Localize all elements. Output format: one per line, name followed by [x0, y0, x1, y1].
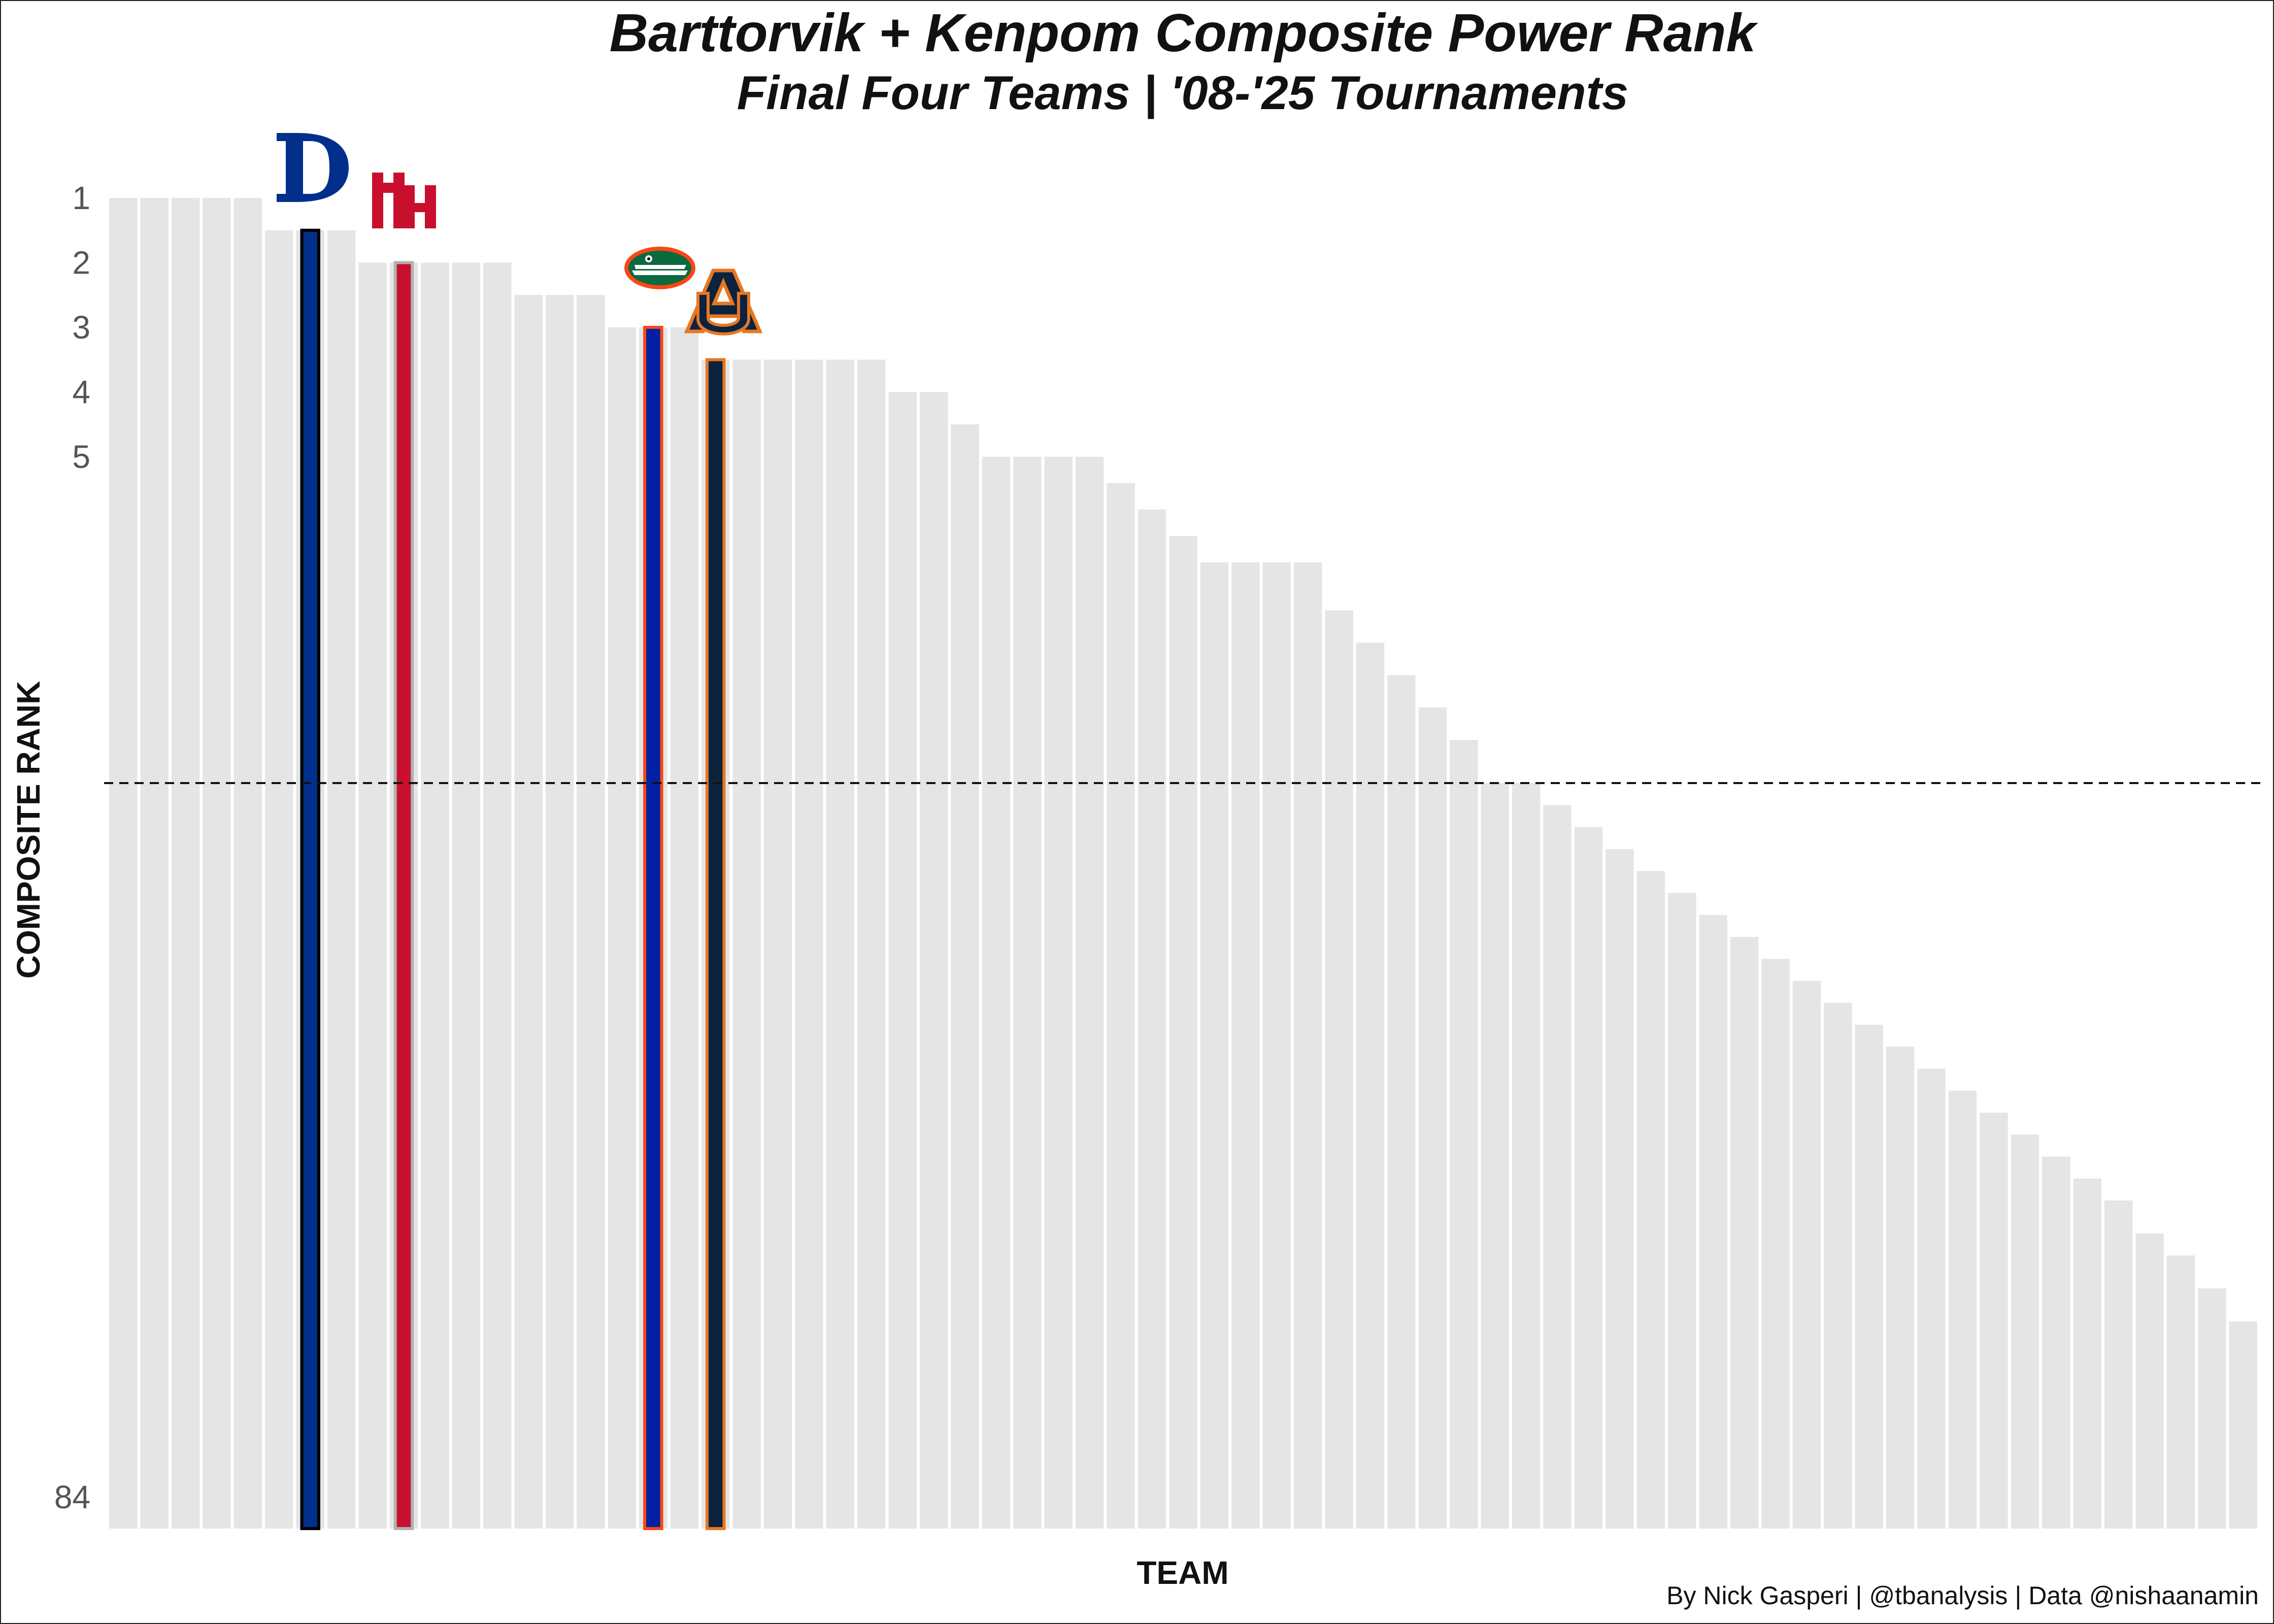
bar: [1418, 707, 1447, 1529]
chart-title: Barttorvik + Kenpom Composite Power Rank: [609, 3, 1756, 63]
bar: [1699, 915, 1727, 1529]
bar: [1636, 871, 1665, 1529]
bar: [2042, 1156, 2070, 1529]
bar: [2073, 1178, 2101, 1529]
bar: [2104, 1200, 2133, 1529]
bar: [1761, 959, 1790, 1529]
bar: [2229, 1321, 2257, 1529]
bar: [171, 198, 200, 1529]
bar: [2198, 1288, 2226, 1529]
bar: [1668, 893, 1696, 1529]
bar: [1574, 827, 1603, 1529]
bar-highlight-florida: [643, 326, 663, 1530]
bar: [1325, 610, 1353, 1529]
bar: [857, 359, 886, 1529]
bar: [826, 359, 855, 1529]
bar: [1792, 980, 1821, 1529]
bar: [140, 198, 169, 1529]
bar: [327, 230, 356, 1529]
bar: [888, 392, 917, 1529]
bar: [1886, 1046, 1915, 1529]
florida-gator-logo: [624, 247, 695, 289]
bar: [1387, 675, 1416, 1529]
bar: [514, 295, 543, 1529]
y-tick-label: 1: [72, 180, 90, 216]
chart-subtitle: Final Four Teams | '08-'25 Tournaments: [737, 66, 1629, 119]
bar: [233, 198, 262, 1529]
bar: [265, 230, 293, 1529]
y-ticks: 1 2 3 4 5 84: [54, 180, 90, 1515]
bar: [1824, 1002, 1852, 1529]
chart-caption: By Nick Gasperi | @tbanalysis | Data @ni…: [1666, 1581, 2259, 1610]
auburn-logo: [684, 268, 763, 335]
bar: [1606, 849, 1634, 1529]
y-tick-label: 3: [72, 309, 90, 346]
bar: [951, 424, 979, 1529]
bar: [919, 392, 948, 1529]
bar: [1013, 457, 1042, 1529]
x-axis-label: TEAM: [1136, 1554, 1229, 1591]
bar: [1200, 562, 1229, 1529]
y-tick-label: 5: [72, 438, 90, 475]
bar: [732, 359, 761, 1529]
bar: [1262, 562, 1291, 1529]
bar: [1481, 783, 1509, 1529]
y-tick-label: 2: [72, 245, 90, 281]
bar: [2011, 1134, 2039, 1529]
bar: [1293, 562, 1322, 1529]
houston-logo: [369, 170, 439, 231]
bar: [1730, 937, 1759, 1529]
bar: [1107, 483, 1135, 1529]
bar: [670, 327, 698, 1529]
bar: [1948, 1091, 1977, 1529]
bar: [421, 262, 449, 1529]
bar: [545, 295, 574, 1529]
bar: [1076, 457, 1104, 1529]
bar: [1980, 1112, 2008, 1529]
bar: [109, 198, 138, 1529]
bar: [2166, 1255, 2195, 1529]
bar-highlight-auburn: [705, 358, 726, 1530]
y-tick-label: 84: [54, 1479, 90, 1515]
bar: [577, 295, 605, 1529]
duke-logo: [277, 133, 349, 202]
bar-highlight-houston: [393, 261, 414, 1530]
bar: [1231, 562, 1260, 1529]
bar: [483, 262, 512, 1529]
bar: [763, 359, 792, 1529]
bar: [1512, 783, 1541, 1529]
y-tick-label: 4: [72, 374, 90, 411]
bar: [203, 198, 231, 1529]
bar: [452, 262, 481, 1529]
bar: [1169, 536, 1197, 1529]
bar-highlight-duke: [300, 228, 320, 1530]
bars-layer: [109, 198, 2257, 1530]
bar: [795, 359, 823, 1529]
bar: [358, 262, 387, 1529]
bar: [982, 457, 1011, 1529]
bar: [2135, 1233, 2164, 1529]
bar: [1543, 805, 1571, 1529]
bar: [1917, 1068, 1946, 1529]
bar: [1855, 1025, 1883, 1529]
bar: [1138, 510, 1166, 1529]
bar: [608, 327, 637, 1529]
bar: [1044, 457, 1073, 1529]
bar: [1356, 642, 1385, 1529]
bar: [1450, 739, 1478, 1529]
